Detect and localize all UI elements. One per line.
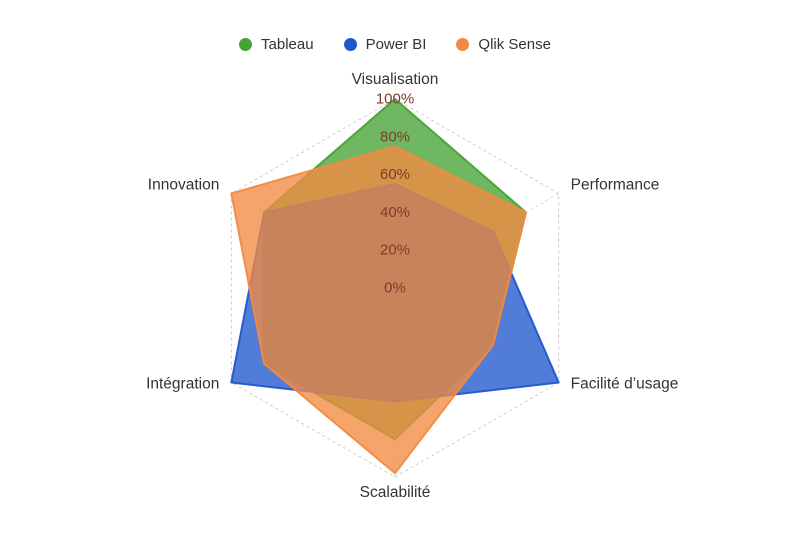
axis-label-scalabilit-: Scalabilité <box>360 484 431 501</box>
tick-label: 20% <box>380 242 410 259</box>
axis-label-performance: Performance <box>571 177 660 194</box>
legend-label: Tableau <box>261 36 314 53</box>
legend-swatch-icon <box>239 38 253 51</box>
tick-label: 100% <box>376 91 414 108</box>
axis-label-facilit-d-usage: Facilité d’usage <box>571 376 679 393</box>
tick-label: 60% <box>380 166 410 183</box>
axis-label-int-gration: Intégration <box>146 376 219 393</box>
legend-item-power-bi[interactable]: Power BI <box>343 36 427 53</box>
axis-label-innovation: Innovation <box>148 177 220 194</box>
chart-legend: Tableau Power BI Qlik Sense <box>239 36 551 53</box>
legend-swatch-icon <box>343 38 357 51</box>
legend-item-tableau[interactable]: Tableau <box>239 36 314 53</box>
legend-label: Power BI <box>365 36 427 53</box>
legend-item-qlik-sense[interactable]: Qlik Sense <box>456 36 551 53</box>
series-polygon-qlik-sense[interactable] <box>230 145 527 475</box>
tick-label: 0% <box>384 280 406 297</box>
legend-swatch-icon <box>456 38 470 51</box>
legend-label: Qlik Sense <box>478 36 551 53</box>
tick-label: 40% <box>380 204 410 221</box>
tick-label: 80% <box>380 128 410 145</box>
axis-label-visualisation: Visualisation <box>352 71 439 88</box>
